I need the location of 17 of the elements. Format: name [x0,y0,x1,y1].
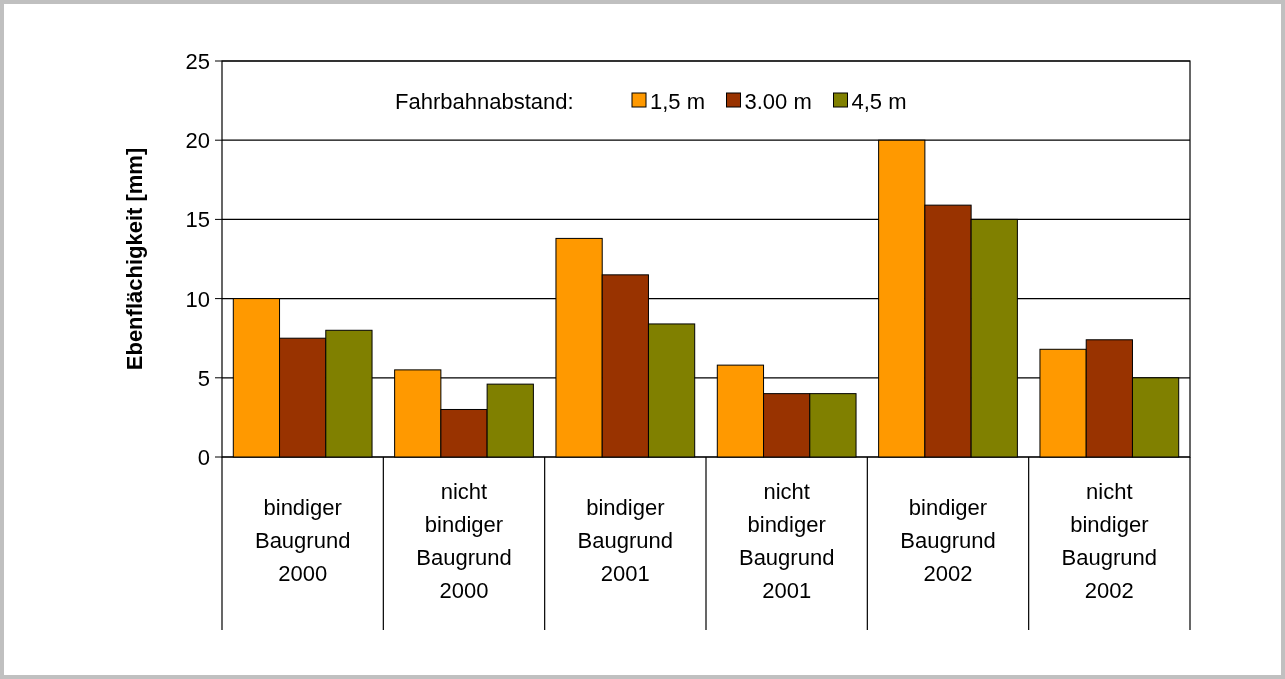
x-tick-label: bindiger Baugrund 2002 [900,495,996,586]
legend-label: 4,5 m [851,89,907,114]
y-tick-label: 10 [185,286,210,312]
legend-title: Fahrbahnabstand: [395,89,574,114]
x-tick-label: bindiger Baugrund 2001 [577,495,674,586]
y-tick-label: 20 [185,128,210,154]
x-tick-label: bindiger Baugrund 2000 [254,495,351,586]
y-tick-label: 25 [185,49,210,74]
x-tick-label: nicht bindiger Baugrund 2002 [1061,478,1158,603]
y-tick-label: 15 [185,207,210,233]
y-tick-label: 5 [197,365,210,391]
legend-label: 1,5 m [650,89,706,114]
y-axis-title: Ebenflächigkeit [mm] [122,147,147,371]
x-tick-label: nicht bindiger Baugrund 2000 [416,478,512,603]
y-tick-label: 0 [197,445,210,470]
legend-label: 3.00 m [744,89,812,114]
x-tick-label: nicht bindiger Baugrund 2001 [738,478,835,603]
